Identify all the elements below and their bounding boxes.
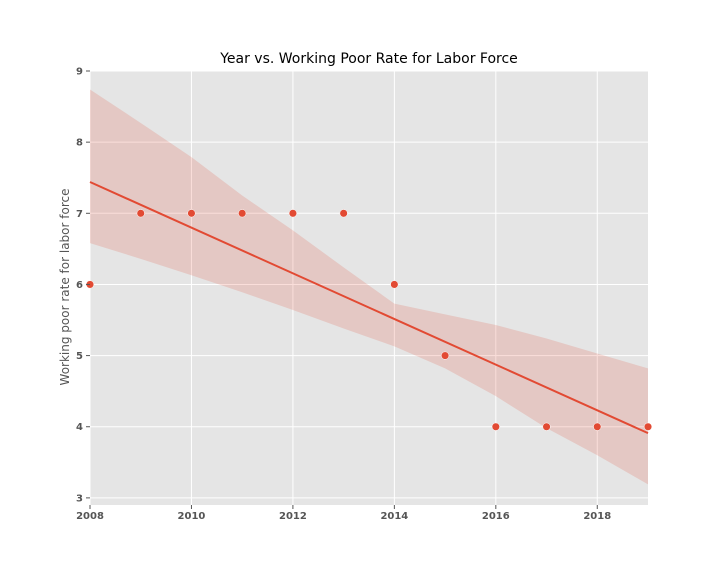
y-tick-label: 3: [76, 493, 83, 504]
regression-line: [89, 181, 649, 435]
x-tick-label: 2018: [583, 511, 611, 522]
chart-title: Year vs. Working Poor Rate for Labor For…: [219, 51, 518, 67]
data-point: [288, 209, 297, 218]
x-tick-label: 2012: [279, 511, 307, 522]
data-point: [238, 209, 247, 218]
y-tick-label: 4: [76, 422, 83, 433]
y-axis-label: Working poor rate for labor force: [58, 189, 72, 386]
x-tick-label: 2010: [178, 511, 206, 522]
data-point: [491, 422, 500, 431]
plot-background: [90, 71, 648, 505]
x-tick-label: 2014: [380, 511, 408, 522]
y-tick-label: 8: [76, 138, 83, 149]
data-point: [136, 209, 145, 218]
data-point: [441, 351, 450, 360]
plot-area: 2008 2010 2012 2014 2016 2018 3 4 5 6 7 8 9: [76, 67, 653, 522]
confidence-band: [90, 89, 648, 485]
data-point: [643, 422, 653, 431]
x-tick-label: 2016: [482, 511, 510, 522]
y-tick-label: 6: [76, 280, 83, 291]
data-point: [542, 422, 551, 431]
y-tick-label: 7: [76, 209, 83, 220]
data-point: [593, 422, 602, 431]
data-point: [339, 209, 348, 218]
x-tick-label: 2008: [76, 511, 104, 522]
data-point: [390, 280, 399, 289]
data-point: [187, 209, 196, 218]
y-tick-label: 9: [76, 67, 83, 78]
y-tick-label: 5: [76, 351, 83, 362]
